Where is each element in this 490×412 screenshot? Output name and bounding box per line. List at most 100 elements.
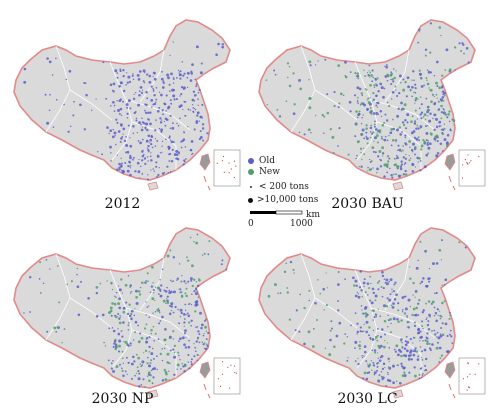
old-plant-dot — [401, 342, 403, 344]
old-plant-dot — [434, 292, 436, 295]
old-plant-dot — [135, 92, 137, 94]
old-plant-dot — [29, 276, 32, 279]
old-plant-dot — [101, 313, 105, 317]
new-plant-dot — [446, 144, 449, 148]
old-plant-dot — [371, 349, 374, 352]
old-plant-dot — [198, 333, 201, 336]
old-plant-dot — [412, 353, 416, 357]
old-plant-dot — [121, 169, 123, 171]
old-plant-dot — [169, 114, 172, 117]
old-plant-dot — [142, 80, 145, 83]
old-plant-dot — [118, 84, 121, 88]
new-plant-dot — [315, 114, 317, 117]
old-plant-dot — [441, 85, 444, 88]
new-plant-dot — [400, 150, 403, 153]
old-plant-dot — [23, 67, 27, 71]
old-plant-dot — [146, 147, 149, 149]
old-plant-dot — [150, 85, 153, 88]
old-plant-dot — [173, 355, 177, 359]
new-plant-dot — [357, 357, 359, 360]
old-plant-dot — [446, 334, 449, 338]
old-plant-dot — [125, 84, 127, 86]
old-plant-dot — [458, 42, 461, 45]
old-plant-dot — [395, 157, 398, 160]
new-plant-dot — [418, 31, 421, 33]
new-plant-dot — [292, 72, 295, 75]
new-plant-dot — [317, 279, 319, 281]
new-plant-dot — [115, 315, 118, 319]
new-plant-dot — [426, 340, 429, 343]
old-plant-dot — [194, 287, 198, 291]
new-dot-icon — [248, 169, 254, 175]
new-plant-dot — [154, 332, 157, 335]
old-plant-dot — [155, 98, 158, 101]
old-plant-dot — [187, 125, 189, 128]
old-plant-dot — [80, 280, 82, 283]
old-plant-dot — [169, 349, 172, 352]
new-plant-dot — [418, 69, 421, 72]
new-plant-dot — [368, 70, 370, 72]
old-plant-dot — [178, 105, 182, 108]
old-plant-dot — [130, 317, 133, 321]
china-landmass — [13, 227, 231, 389]
old-plant-dot — [152, 288, 155, 292]
new-plant-dot — [401, 347, 403, 349]
old-plant-dot — [122, 362, 125, 364]
old-plant-dot — [388, 346, 391, 349]
new-plant-dot — [169, 249, 172, 252]
old-plant-dot — [150, 135, 154, 138]
old-plant-dot — [401, 131, 403, 133]
new-plant-dot — [362, 114, 364, 116]
old-plant-dot — [161, 109, 164, 112]
old-plant-dot — [51, 74, 54, 76]
old-plant-dot — [85, 93, 88, 97]
new-plant-dot — [143, 327, 147, 330]
old-plant-dot — [414, 347, 417, 350]
old-plant-dot — [168, 83, 171, 86]
new-plant-dot — [179, 315, 182, 318]
old-plant-dot — [467, 61, 470, 64]
new-plant-dot — [333, 345, 336, 348]
old-plant-dot — [172, 256, 176, 259]
old-plant-dot — [137, 377, 141, 381]
old-plant-dot — [397, 149, 399, 151]
old-plant-dot — [195, 45, 199, 49]
new-plant-dot — [332, 151, 335, 154]
new-plant-dot — [365, 88, 368, 91]
old-plant-dot — [194, 346, 197, 349]
old-plant-dot — [199, 135, 203, 139]
new-plant-dot — [426, 82, 430, 86]
old-plant-dot — [126, 81, 129, 84]
old-plant-dot — [446, 350, 450, 354]
new-plant-dot — [124, 340, 128, 344]
old-plant-dot — [117, 332, 121, 336]
legend-old: Old — [248, 156, 275, 166]
old-plant-dot — [132, 97, 136, 101]
new-plant-dot — [308, 60, 312, 64]
new-plant-dot — [171, 280, 173, 283]
old-plant-dot — [404, 354, 408, 358]
old-plant-dot — [172, 122, 174, 125]
old-plant-dot — [152, 312, 154, 314]
old-plant-dot — [156, 109, 160, 113]
old-plant-dot — [337, 106, 340, 109]
new-plant-dot — [426, 108, 430, 112]
old-plant-dot — [371, 287, 375, 291]
old-plant-dot — [368, 371, 371, 374]
old-plant-dot — [404, 119, 407, 122]
old-plant-dot — [434, 333, 437, 336]
old-plant-dot — [363, 278, 366, 281]
old-plant-dot — [167, 145, 171, 149]
new-plant-dot — [382, 138, 384, 141]
new-plant-dot — [421, 358, 424, 361]
new-plant-dot — [402, 88, 406, 92]
panel-caption: 2030 LC — [337, 391, 398, 407]
new-plant-dot — [120, 278, 123, 281]
old-plant-dot — [120, 165, 123, 168]
old-plant-dot — [126, 169, 130, 173]
new-plant-dot — [403, 371, 406, 374]
new-plant-dot — [427, 300, 431, 303]
new-plant-dot — [137, 370, 139, 372]
old-plant-dot — [200, 326, 203, 330]
old-plant-dot — [113, 104, 116, 107]
